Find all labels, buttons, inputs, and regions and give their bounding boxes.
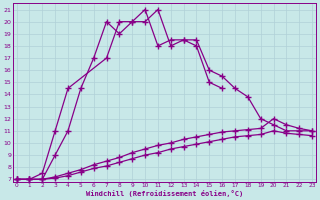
X-axis label: Windchill (Refroidissement éolien,°C): Windchill (Refroidissement éolien,°C) bbox=[86, 190, 243, 197]
